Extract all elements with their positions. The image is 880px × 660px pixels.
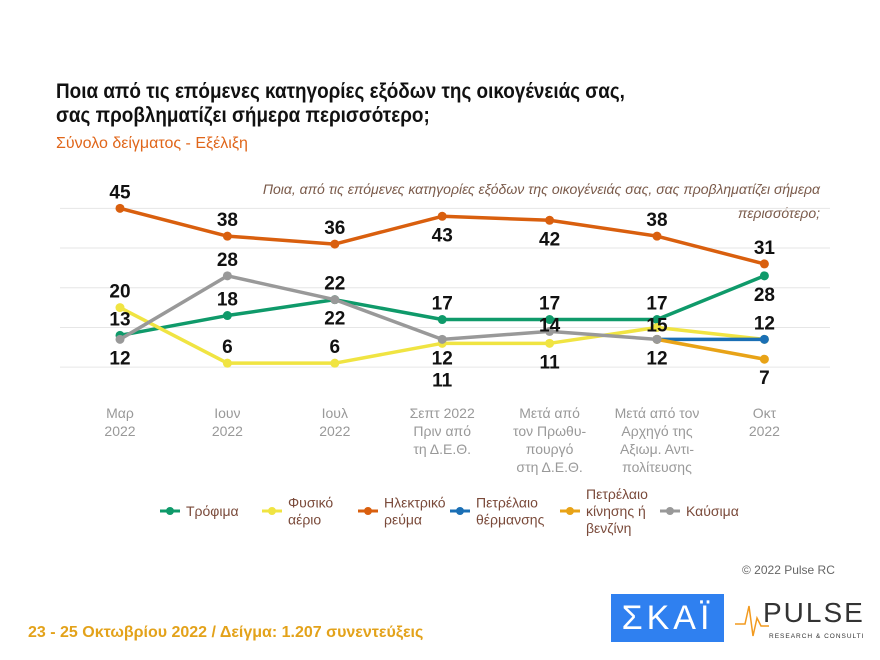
data-label: 17 <box>539 294 560 315</box>
page-title: Ποια από τις επόμενες κατηγορίες εξόδων … <box>56 80 625 128</box>
data-point <box>115 203 125 213</box>
legend-item: Ηλεκτρικό ρεύμα <box>384 495 446 528</box>
legend-marker <box>268 507 276 515</box>
data-label: 14 <box>539 316 561 337</box>
data-label: 13 <box>109 309 130 330</box>
data-label: 45 <box>109 182 131 203</box>
data-label: 12 <box>109 348 130 369</box>
data-label: 43 <box>432 225 453 246</box>
chart-title: Ποια, από τις επόμενες κατηγορίες εξόδων… <box>262 181 820 221</box>
data-label: 28 <box>217 250 238 271</box>
data-label: 31 <box>754 238 776 259</box>
x-tick-label: Μαρ 2022 <box>104 405 135 439</box>
footer-sample-info: 23 - 25 Οκτωβρίου 2022 / Δείγμα: 1.207 σ… <box>28 624 424 641</box>
data-point <box>652 315 662 325</box>
data-label: 7 <box>759 368 770 389</box>
data-point <box>652 334 662 344</box>
data-point <box>759 259 769 269</box>
data-point <box>437 334 447 344</box>
series-line <box>119 274 658 342</box>
legend-item: Πετρέλαιο θέρμανσης <box>476 495 545 528</box>
copyright: © 2022 Pulse RC <box>742 563 835 577</box>
data-point <box>222 311 232 321</box>
x-tick-label: Μετά από τον Αρχηγό της Αξιωμ. Αντι-πολίτε… <box>615 405 700 475</box>
data-point <box>330 239 340 249</box>
x-tick-label: Σεπτ 2022 Πριν από τη Δ.Ε.Θ. <box>410 405 475 457</box>
pulse-logo: PULSE RESEARCH & CONSULTING <box>735 597 865 640</box>
legend-marker <box>456 507 464 515</box>
data-point <box>545 326 555 336</box>
data-point <box>222 271 232 281</box>
legend-marker <box>364 507 372 515</box>
data-label: 22 <box>324 274 345 295</box>
legend-marker <box>566 507 574 515</box>
data-point <box>222 358 232 368</box>
data-point <box>759 334 769 344</box>
data-point <box>115 334 125 344</box>
legend-item: Τρόφιμα <box>186 503 239 519</box>
legend-marker <box>666 507 674 515</box>
x-tick-label: Ιουν 2022 <box>212 405 243 439</box>
data-label: 38 <box>217 210 238 231</box>
svg-text:RESEARCH & CONSULTING: RESEARCH & CONSULTING <box>769 633 865 640</box>
data-point <box>437 315 447 325</box>
data-label: 12 <box>646 348 667 369</box>
data-point <box>545 215 555 225</box>
data-label: 38 <box>646 210 667 231</box>
legend-item: Πετρέλαιο κίνησης ή βενζίνη <box>586 486 648 536</box>
subtitle: Σύνολο δείγματος - Εξέλιξη <box>56 135 248 152</box>
data-label: 42 <box>539 229 560 250</box>
data-point <box>652 231 662 241</box>
legend-item: Φυσικό αέριο <box>288 495 333 528</box>
data-label: 22 <box>324 309 345 330</box>
data-point <box>330 358 340 368</box>
data-point <box>759 354 769 364</box>
data-point <box>330 295 340 305</box>
data-label: 28 <box>754 285 775 306</box>
title-line-1: Ποια από τις επόμενες κατηγορίες εξόδων … <box>56 80 625 103</box>
data-point <box>545 315 555 325</box>
data-label: 17 <box>432 294 453 315</box>
data-label: 36 <box>324 218 345 239</box>
data-label: 17 <box>646 294 667 315</box>
data-point <box>759 271 769 281</box>
data-label: 11 <box>432 370 453 391</box>
data-label: 18 <box>217 290 238 311</box>
data-label: 12 <box>432 348 453 369</box>
x-tick-label: Ιουλ 2022 <box>319 405 350 439</box>
data-label: 6 <box>330 337 341 358</box>
data-point <box>652 322 662 332</box>
data-point <box>437 211 447 221</box>
data-label: 20 <box>109 282 130 303</box>
legend-marker <box>166 507 174 515</box>
data-point <box>545 338 555 348</box>
x-tick-label: Οκτ 2022 <box>749 405 780 439</box>
line-chart: Μαρ 2022 Ιουν 2022 Ιουλ 2022 Σεπτ 2022 Πριν από… <box>60 182 830 536</box>
legend-item: Καύσιμα <box>686 503 739 519</box>
data-point <box>115 303 125 313</box>
data-label: 12 <box>754 313 775 334</box>
x-tick-label: Μετά από τον Πρωθυ-πουργό στη Δ.Ε.Θ. <box>513 405 586 475</box>
data-point <box>222 231 232 241</box>
data-label: 15 <box>646 316 668 337</box>
data-label: 6 <box>222 337 233 358</box>
series-line <box>656 337 765 361</box>
data-label: 11 <box>540 352 561 373</box>
svg-text:PULSE: PULSE <box>763 597 865 628</box>
skai-logo: ΣΚΑΪ <box>611 594 724 642</box>
title-line-2: σας προβληματίζει σήμερα περισσότερο; <box>56 104 430 127</box>
